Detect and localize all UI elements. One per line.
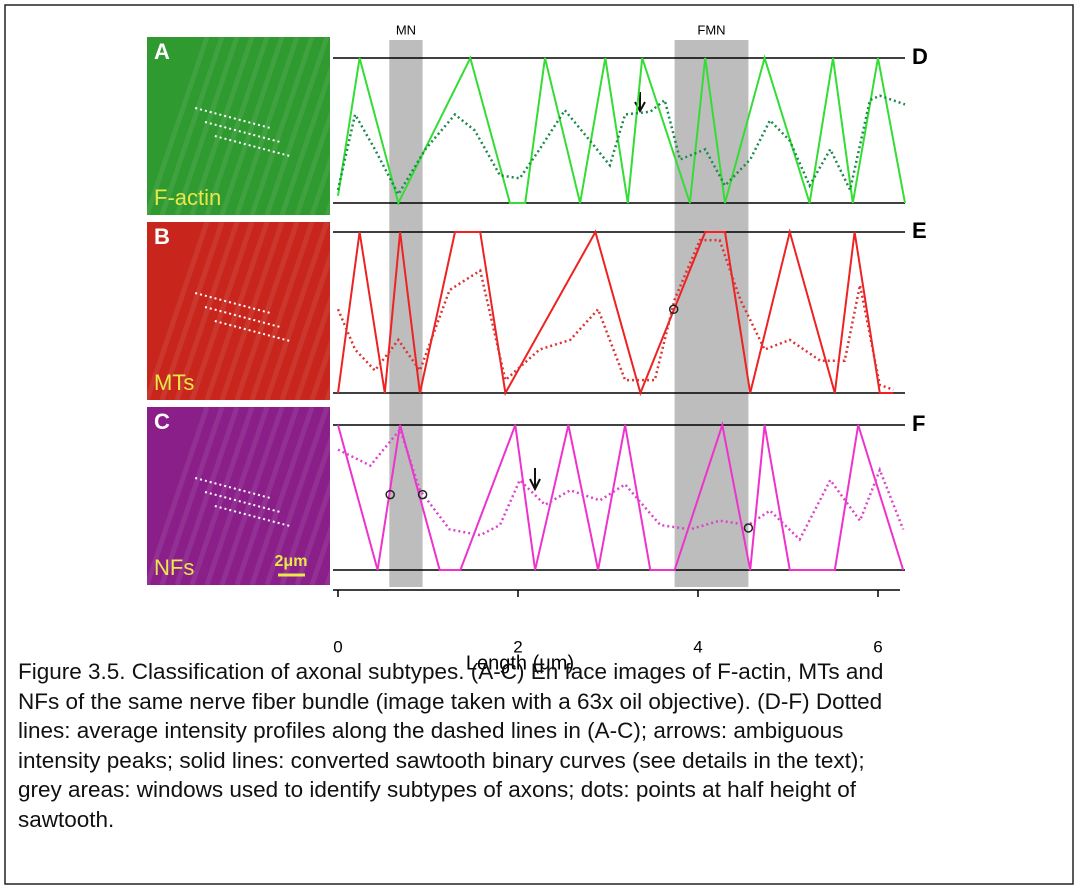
texture [264,36,330,216]
image-label: F-actin [154,185,221,210]
texture [204,406,270,586]
half-height-dot [385,489,395,500]
window-label: MN [396,22,416,37]
x-tick-label: 6 [873,637,882,656]
texture [144,36,210,216]
panel-letter: F [912,411,925,436]
image-letter: C [154,409,170,434]
border [4,4,1074,885]
micrograph [147,37,330,215]
texture [309,406,375,586]
profile-line [337,54,906,206]
texture [264,221,330,401]
x-axis-label: Length (μm) [466,652,574,674]
texture [189,36,255,216]
panel-letter: E [912,218,927,243]
texture [324,221,390,401]
texture [219,36,285,216]
texture [219,221,285,401]
caption: Figure 3.5. Classification of axonal sub… [18,659,884,832]
texture [189,406,255,586]
micrograph [147,222,330,400]
x-tick-label: 0 [333,637,342,656]
texture [159,406,225,586]
texture [204,221,270,401]
profile-line [337,421,905,571]
texture [144,406,210,586]
texture [159,221,225,401]
window-label: FMN [697,22,725,37]
texture [264,406,330,586]
x-tick-label: 2 [513,637,522,656]
texture [294,406,360,586]
profile-line [336,238,894,391]
texture [174,221,240,401]
texture [219,406,285,586]
texture [174,36,240,216]
texture [249,406,315,586]
profile-line [337,426,905,542]
texture [234,406,300,586]
texture [279,36,345,216]
texture [234,221,300,401]
texture [189,221,255,401]
texture [294,221,360,401]
half-height-dot [668,304,679,315]
texture [144,221,210,401]
panel-letter: D [912,44,928,69]
image-letter: B [154,224,170,249]
texture [279,221,345,401]
image-label: NFs [154,555,194,580]
texture [279,406,345,586]
window [389,40,423,587]
x-tick-label: 4 [693,637,702,656]
profile-line [336,94,906,197]
texture [249,36,315,216]
half-height-dot [743,523,754,533]
texture [174,406,240,586]
profile-line [337,228,894,397]
half-height-dot [417,489,428,500]
arrow [529,468,541,492]
image-letter: A [154,39,170,64]
texture [204,36,270,216]
texture [234,36,300,216]
image-label: MTs [154,370,194,395]
micrograph [147,407,330,585]
texture [249,221,315,401]
texture [159,36,225,216]
texture [294,36,360,216]
scale-label: 2μm [275,553,308,570]
texture [324,36,390,216]
